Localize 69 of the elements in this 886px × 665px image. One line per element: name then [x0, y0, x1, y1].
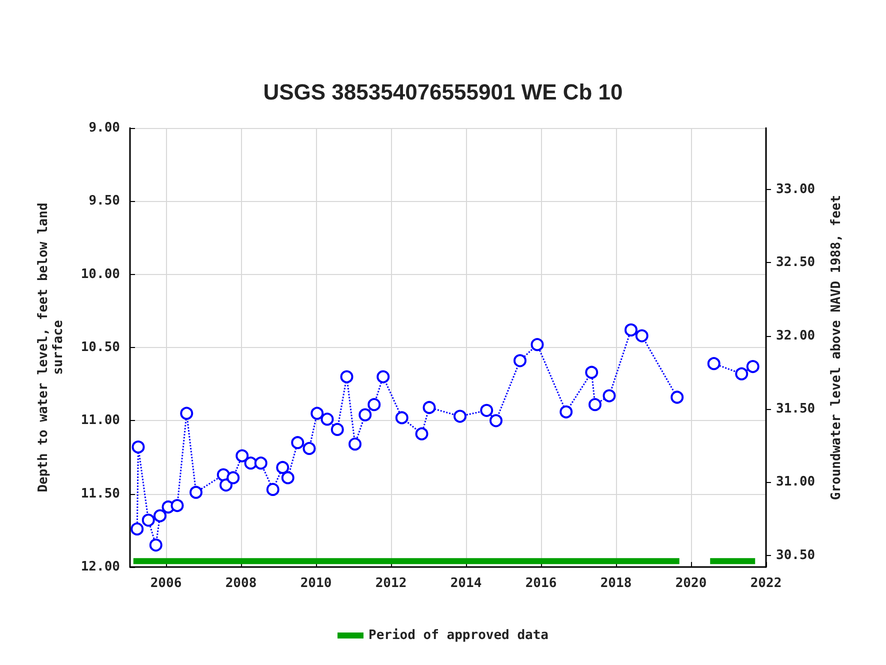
point [310, 406, 324, 420]
point [454, 410, 466, 423]
point [266, 482, 280, 496]
point [585, 366, 598, 379]
y2-axis-title: Groundwater level above NAVD 1988, feet [829, 194, 844, 500]
point [395, 411, 408, 424]
point [320, 412, 334, 426]
point [132, 440, 145, 454]
point [624, 323, 638, 336]
y2-tick-label: 32.00 [776, 328, 816, 344]
point [707, 357, 720, 370]
point [514, 354, 526, 368]
x-tick-label: 2008 [225, 576, 257, 591]
y-tick-label: 12.00 [80, 560, 120, 574]
point [340, 370, 354, 384]
point [358, 408, 372, 422]
point [190, 486, 202, 499]
point [142, 514, 155, 527]
point [588, 398, 602, 412]
point [422, 401, 436, 414]
point [670, 390, 684, 404]
x-tick-label: 2016 [525, 576, 557, 591]
x-tick-label: 2022 [750, 576, 782, 591]
point [376, 370, 390, 384]
y2-tick-label: 30.50 [776, 548, 816, 563]
y2-tick-label: 31.50 [776, 401, 816, 416]
point [291, 436, 304, 450]
x-tick-label: 2006 [150, 576, 182, 591]
point [490, 414, 502, 428]
point [368, 398, 381, 412]
y-tick-label: 10.00 [80, 266, 120, 282]
x-tick-label: 2014 [450, 576, 482, 591]
point [415, 427, 428, 440]
point [130, 522, 144, 536]
point [530, 338, 544, 352]
x-tick-label: 2012 [375, 576, 407, 591]
point [226, 471, 240, 484]
point [276, 460, 290, 474]
point [170, 499, 184, 512]
point [330, 422, 344, 436]
point [348, 438, 362, 451]
y-tick-label: 10.50 [80, 340, 120, 355]
point [560, 405, 573, 418]
point [254, 456, 268, 470]
point [236, 449, 249, 462]
x-tick-label: 2020 [675, 576, 707, 591]
point [281, 471, 294, 484]
legend-label: Period of approved data [368, 628, 549, 643]
chart-title: USGS 385354076555901 WE Cb 10 [263, 80, 623, 104]
point [220, 478, 232, 492]
point [302, 442, 316, 455]
y-axis-title: Depth to water level, feet below land surface [36, 202, 66, 492]
x-tick-label: 2010 [300, 576, 332, 591]
y2-tick-label: 33.00 [776, 182, 816, 197]
point [746, 360, 760, 374]
point [480, 404, 494, 417]
x-tick-label: 2018 [600, 576, 632, 591]
y2-tick-label: 32.50 [776, 255, 816, 270]
point [602, 389, 616, 402]
y-tick-label: 9.00 [88, 120, 120, 136]
point [735, 367, 748, 380]
point [180, 406, 194, 420]
y-tick-label: 11.50 [80, 486, 120, 502]
y-tick-label: 11.00 [80, 413, 120, 428]
y2-tick-label: 31.00 [776, 474, 816, 490]
point [149, 538, 162, 552]
y-tick-label: 9.50 [88, 194, 120, 209]
point [635, 329, 648, 342]
point [154, 509, 166, 522]
